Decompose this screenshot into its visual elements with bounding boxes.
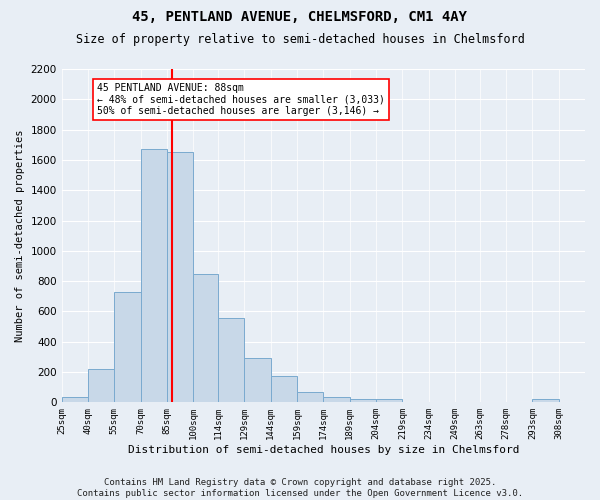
Bar <box>297 392 323 402</box>
Text: 45 PENTLAND AVENUE: 88sqm
← 48% of semi-detached houses are smaller (3,033)
50% : 45 PENTLAND AVENUE: 88sqm ← 48% of semi-… <box>97 82 385 116</box>
Bar <box>271 376 297 402</box>
X-axis label: Distribution of semi-detached houses by size in Chelmsford: Distribution of semi-detached houses by … <box>128 445 519 455</box>
Bar <box>88 369 115 402</box>
Bar <box>167 152 193 402</box>
Bar <box>323 397 350 402</box>
Text: Contains HM Land Registry data © Crown copyright and database right 2025.
Contai: Contains HM Land Registry data © Crown c… <box>77 478 523 498</box>
Bar <box>376 400 403 402</box>
Bar <box>115 292 140 403</box>
Bar <box>193 274 218 402</box>
Bar <box>62 397 88 402</box>
Text: 45, PENTLAND AVENUE, CHELMSFORD, CM1 4AY: 45, PENTLAND AVENUE, CHELMSFORD, CM1 4AY <box>133 10 467 24</box>
Text: Size of property relative to semi-detached houses in Chelmsford: Size of property relative to semi-detach… <box>76 32 524 46</box>
Bar <box>218 318 244 402</box>
Bar <box>140 150 167 402</box>
Bar <box>532 400 559 402</box>
Y-axis label: Number of semi-detached properties: Number of semi-detached properties <box>15 130 25 342</box>
Bar <box>244 358 271 403</box>
Bar <box>350 398 376 402</box>
